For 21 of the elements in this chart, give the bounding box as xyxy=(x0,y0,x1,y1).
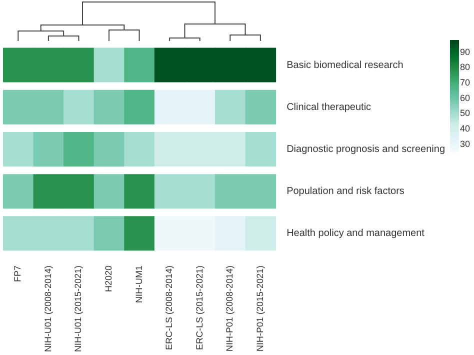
x-tick-label: ERC-LS (2015-2021) xyxy=(194,265,204,350)
color-bar-label: 60 xyxy=(460,92,470,103)
y-tick-label: Diagnostic prognosis and screening xyxy=(286,144,446,155)
color-bar-label: 80 xyxy=(460,62,470,72)
x-tick-label: NIH-U01 (2015-2021) xyxy=(73,265,84,352)
x-tick-label: NIH-UM1 xyxy=(134,265,144,303)
color-bar-label: 30 xyxy=(460,138,470,149)
y-tick-label: Clinical therapeutic xyxy=(286,102,372,113)
x-tick-label: H2020 xyxy=(103,265,114,292)
x-tick-label: NIH-P01 (2008-2014) xyxy=(224,265,235,352)
color-bar-label: 90 xyxy=(460,46,470,57)
color-bar-label: 50 xyxy=(460,108,470,118)
y-tick-label: Basic biomedical research xyxy=(286,60,404,71)
x-tick-label: ERC-LS (2008-2014) xyxy=(164,265,174,350)
y-tick-label: Health policy and management xyxy=(286,228,425,240)
y-tick-label: Population and risk factors xyxy=(286,186,404,198)
color-bar-label: 70 xyxy=(460,77,470,88)
x-tick-label: NIH-U01 (2008-2014) xyxy=(42,265,53,352)
color-bar-label: 40 xyxy=(460,123,470,134)
x-tick-label: NIH-P01 (2015-2021) xyxy=(254,265,265,352)
x-tick-label: FP7 xyxy=(12,265,23,282)
